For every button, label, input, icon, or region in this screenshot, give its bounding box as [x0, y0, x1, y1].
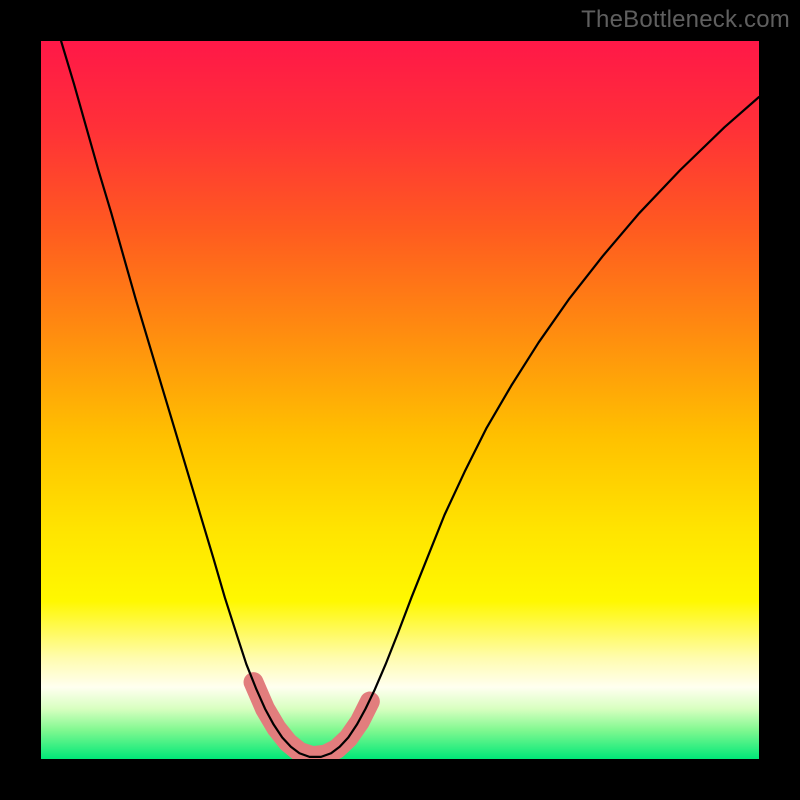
- chart-canvas: TheBottleneck.com: [0, 0, 800, 800]
- gradient-background: [41, 41, 759, 759]
- plot-area: [41, 41, 759, 759]
- watermark-text: TheBottleneck.com: [581, 6, 790, 34]
- chart-svg: [41, 41, 759, 759]
